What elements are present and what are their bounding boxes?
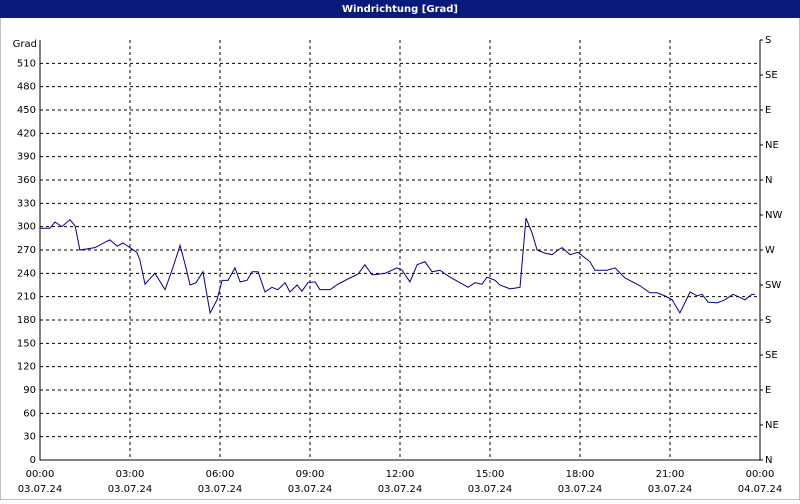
x-tick-date: 03.07.24 bbox=[198, 484, 243, 495]
y-tick-label: 0 bbox=[30, 455, 36, 466]
x-tick-label: 15:00 bbox=[476, 469, 505, 480]
x-tick-label: 09:00 bbox=[296, 469, 325, 480]
y2-tick-label: E bbox=[765, 385, 771, 396]
y2-tick-label: NE bbox=[765, 140, 779, 151]
y-tick-label: 90 bbox=[23, 385, 36, 396]
y-tick-label: 360 bbox=[17, 175, 36, 186]
x-tick-date: 03.07.24 bbox=[288, 484, 333, 495]
y-tick-label: 240 bbox=[17, 268, 36, 279]
y-tick-label: 210 bbox=[17, 292, 36, 303]
x-tick-label: 12:00 bbox=[386, 469, 415, 480]
y2-tick-label: SW bbox=[765, 280, 781, 291]
y-tick-label: 300 bbox=[17, 222, 36, 233]
y-tick-label: 420 bbox=[17, 128, 36, 139]
x-tick-date: 03.07.24 bbox=[108, 484, 153, 495]
x-tick-label: 21:00 bbox=[656, 469, 685, 480]
y2-tick-label: W bbox=[765, 245, 775, 256]
x-tick-date: 03.07.24 bbox=[378, 484, 423, 495]
y-tick-label: 510 bbox=[17, 58, 36, 69]
y-tick-label: 30 bbox=[23, 432, 36, 443]
y-tick-label: 450 bbox=[17, 105, 36, 116]
y2-tick-label: S bbox=[765, 35, 771, 46]
y2-tick-label: NW bbox=[765, 210, 782, 221]
y2-tick-label: S bbox=[765, 315, 771, 326]
x-tick-date: 03.07.24 bbox=[558, 484, 603, 495]
x-tick-date: 03.07.24 bbox=[18, 484, 63, 495]
data-line bbox=[40, 217, 755, 315]
y-tick-label: 480 bbox=[17, 82, 36, 93]
x-tick-label: 03:00 bbox=[116, 469, 145, 480]
y-tick-label: 270 bbox=[17, 245, 36, 256]
y-tick-label: 390 bbox=[17, 152, 36, 163]
y2-tick-label: SE bbox=[765, 70, 778, 81]
y-tick-label: 180 bbox=[17, 315, 36, 326]
y2-tick-label: SE bbox=[765, 350, 778, 361]
x-tick-label: 06:00 bbox=[206, 469, 235, 480]
y2-tick-label: N bbox=[765, 175, 772, 186]
x-tick-label: 18:00 bbox=[566, 469, 595, 480]
y-axis-label: Grad bbox=[13, 39, 37, 50]
chart-title: Windrichtung [Grad] bbox=[342, 4, 458, 15]
y2-tick-label: NE bbox=[765, 420, 779, 431]
y-tick-label: 150 bbox=[17, 338, 36, 349]
y2-tick-label: E bbox=[765, 105, 771, 116]
y2-tick-label: N bbox=[765, 455, 772, 466]
x-tick-date: 03.07.24 bbox=[468, 484, 513, 495]
x-tick-date: 04.07.24 bbox=[738, 484, 783, 495]
y-tick-label: 60 bbox=[23, 408, 36, 419]
title-bar bbox=[0, 0, 800, 18]
axis-frame bbox=[39, 40, 761, 461]
y-tick-label: 120 bbox=[17, 362, 36, 373]
x-tick-label: 00:00 bbox=[26, 469, 55, 480]
x-tick-date: 03.07.24 bbox=[648, 484, 693, 495]
x-tick-label: 00:00 bbox=[746, 469, 775, 480]
y-tick-label: 330 bbox=[17, 198, 36, 209]
